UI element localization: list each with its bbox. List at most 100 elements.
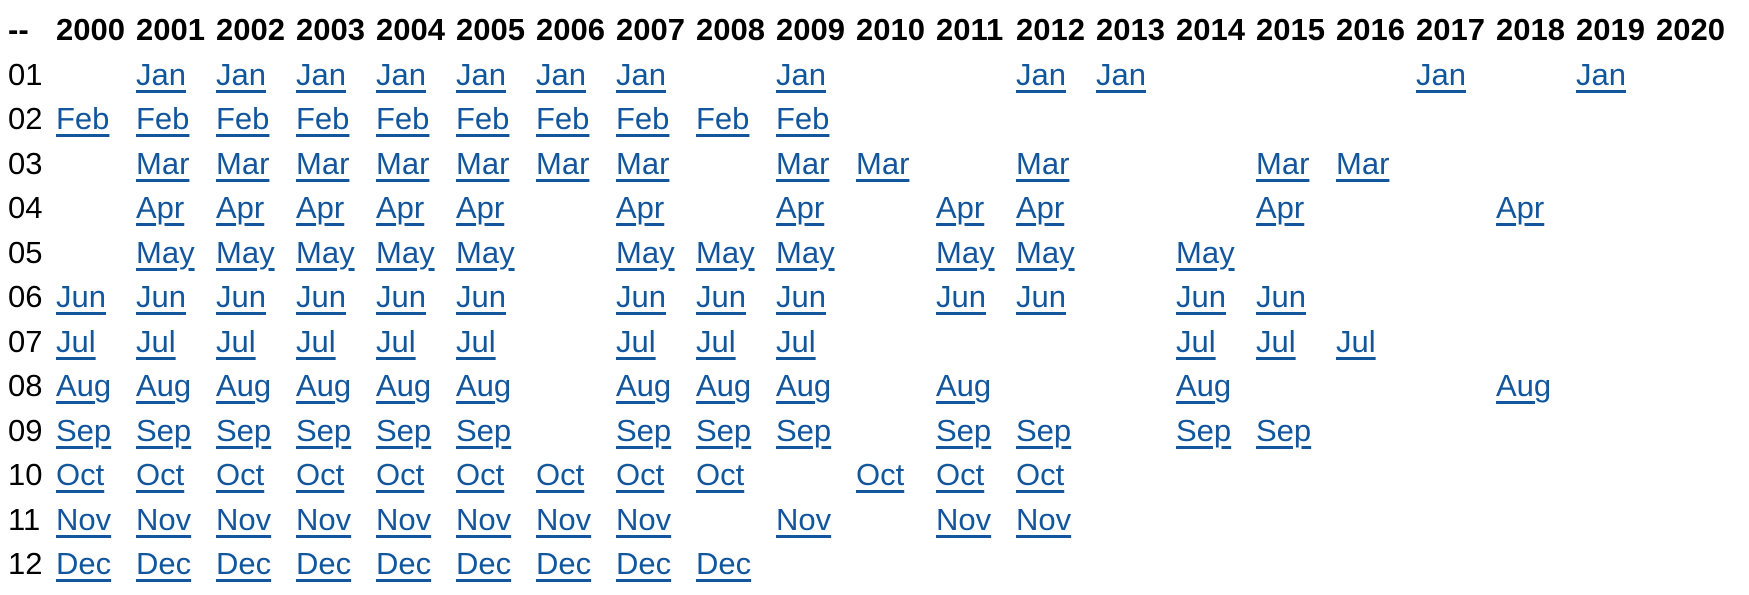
month-link-2002-mar[interactable]: Mar: [216, 145, 270, 181]
month-link-2009-aug[interactable]: Aug: [776, 368, 832, 403]
month-link-2013-jan[interactable]: Jan: [1096, 56, 1146, 92]
month-link-2011-jun[interactable]: Jun: [936, 279, 986, 314]
month-link-2003-dec[interactable]: Dec: [296, 546, 352, 581]
month-link-2001-nov[interactable]: Nov: [136, 501, 192, 537]
month-link-2005-sep[interactable]: Sep: [456, 412, 512, 448]
month-link-2004-jul[interactable]: Jul: [376, 323, 416, 359]
month-link-2005-may[interactable]: May: [456, 234, 515, 270]
month-link-2003-apr[interactable]: Apr: [296, 190, 345, 225]
month-link-2011-may[interactable]: May: [936, 234, 995, 270]
month-link-2012-oct[interactable]: Oct: [1016, 457, 1065, 492]
month-link-2007-jun[interactable]: Jun: [616, 279, 666, 314]
month-link-2012-nov[interactable]: Nov: [1016, 501, 1072, 537]
month-link-2003-nov[interactable]: Nov: [296, 501, 352, 537]
month-link-2004-jun[interactable]: Jun: [376, 279, 426, 314]
month-link-2003-mar[interactable]: Mar: [296, 145, 350, 181]
month-link-2004-nov[interactable]: Nov: [376, 501, 432, 537]
month-link-2005-dec[interactable]: Dec: [456, 546, 512, 581]
month-link-2005-apr[interactable]: Apr: [456, 190, 505, 225]
month-link-2005-aug[interactable]: Aug: [456, 368, 512, 403]
month-link-2000-oct[interactable]: Oct: [56, 457, 105, 492]
month-link-2003-jan[interactable]: Jan: [296, 56, 346, 92]
month-link-2012-may[interactable]: May: [1016, 234, 1075, 270]
month-link-2000-jul[interactable]: Jul: [56, 323, 96, 359]
month-link-2003-sep[interactable]: Sep: [296, 412, 352, 448]
month-link-2004-sep[interactable]: Sep: [376, 412, 432, 448]
month-link-2002-may[interactable]: May: [216, 234, 275, 270]
month-link-2006-nov[interactable]: Nov: [536, 501, 592, 537]
month-link-2009-jan[interactable]: Jan: [776, 56, 826, 92]
month-link-2005-nov[interactable]: Nov: [456, 501, 512, 537]
month-link-2012-apr[interactable]: Apr: [1016, 190, 1065, 225]
month-link-2005-oct[interactable]: Oct: [456, 457, 505, 492]
month-link-2005-jul[interactable]: Jul: [456, 323, 496, 359]
month-link-2007-may[interactable]: May: [616, 234, 675, 270]
month-link-2005-mar[interactable]: Mar: [456, 145, 510, 181]
month-link-2001-feb[interactable]: Feb: [136, 101, 190, 136]
month-link-2001-jul[interactable]: Jul: [136, 323, 176, 359]
month-link-2007-feb[interactable]: Feb: [616, 101, 670, 136]
month-link-2003-jul[interactable]: Jul: [296, 323, 336, 359]
month-link-2009-jun[interactable]: Jun: [776, 279, 826, 314]
month-link-2009-nov[interactable]: Nov: [776, 501, 832, 537]
month-link-2008-sep[interactable]: Sep: [696, 412, 752, 448]
month-link-2000-dec[interactable]: Dec: [56, 546, 112, 581]
month-link-2007-oct[interactable]: Oct: [616, 457, 665, 492]
month-link-2001-jun[interactable]: Jun: [136, 279, 186, 314]
month-link-2002-oct[interactable]: Oct: [216, 457, 265, 492]
month-link-2008-jun[interactable]: Jun: [696, 279, 746, 314]
month-link-2006-dec[interactable]: Dec: [536, 546, 592, 581]
month-link-2005-jun[interactable]: Jun: [456, 279, 506, 314]
month-link-2007-dec[interactable]: Dec: [616, 546, 672, 581]
month-link-2002-aug[interactable]: Aug: [216, 368, 272, 403]
month-link-2008-jul[interactable]: Jul: [696, 323, 736, 359]
month-link-2004-oct[interactable]: Oct: [376, 457, 425, 492]
month-link-2012-jan[interactable]: Jan: [1016, 56, 1066, 92]
month-link-2003-aug[interactable]: Aug: [296, 368, 352, 403]
month-link-2018-aug[interactable]: Aug: [1496, 368, 1552, 403]
month-link-2001-oct[interactable]: Oct: [136, 457, 185, 492]
month-link-2012-sep[interactable]: Sep: [1016, 412, 1072, 448]
month-link-2007-jul[interactable]: Jul: [616, 323, 656, 359]
month-link-2010-oct[interactable]: Oct: [856, 457, 905, 492]
month-link-2014-jun[interactable]: Jun: [1176, 279, 1226, 314]
month-link-2000-nov[interactable]: Nov: [56, 501, 112, 537]
month-link-2002-jun[interactable]: Jun: [216, 279, 266, 314]
month-link-2000-jun[interactable]: Jun: [56, 279, 106, 314]
month-link-2007-jan[interactable]: Jan: [616, 56, 666, 92]
month-link-2016-mar[interactable]: Mar: [1336, 145, 1390, 181]
month-link-2001-jan[interactable]: Jan: [136, 56, 186, 92]
month-link-2003-oct[interactable]: Oct: [296, 457, 345, 492]
month-link-2010-mar[interactable]: Mar: [856, 145, 910, 181]
month-link-2009-mar[interactable]: Mar: [776, 145, 830, 181]
month-link-2012-mar[interactable]: Mar: [1016, 145, 1070, 181]
month-link-2009-may[interactable]: May: [776, 234, 835, 270]
month-link-2004-mar[interactable]: Mar: [376, 145, 430, 181]
month-link-2019-jan[interactable]: Jan: [1576, 56, 1626, 92]
month-link-2000-sep[interactable]: Sep: [56, 412, 112, 448]
month-link-2015-apr[interactable]: Apr: [1256, 190, 1305, 225]
month-link-2001-sep[interactable]: Sep: [136, 412, 192, 448]
month-link-2011-nov[interactable]: Nov: [936, 501, 992, 537]
month-link-2008-aug[interactable]: Aug: [696, 368, 752, 403]
month-link-2006-oct[interactable]: Oct: [536, 457, 585, 492]
month-link-2017-jan[interactable]: Jan: [1416, 56, 1466, 92]
month-link-2001-aug[interactable]: Aug: [136, 368, 192, 403]
month-link-2008-feb[interactable]: Feb: [696, 101, 750, 136]
month-link-2002-sep[interactable]: Sep: [216, 412, 272, 448]
month-link-2011-sep[interactable]: Sep: [936, 412, 992, 448]
month-link-2014-may[interactable]: May: [1176, 234, 1235, 270]
month-link-2000-feb[interactable]: Feb: [56, 101, 110, 136]
month-link-2006-jan[interactable]: Jan: [536, 56, 586, 92]
month-link-2002-dec[interactable]: Dec: [216, 546, 272, 581]
month-link-2004-feb[interactable]: Feb: [376, 101, 430, 136]
month-link-2015-jun[interactable]: Jun: [1256, 279, 1306, 314]
month-link-2007-apr[interactable]: Apr: [616, 190, 665, 225]
month-link-2001-apr[interactable]: Apr: [136, 190, 185, 225]
month-link-2008-dec[interactable]: Dec: [696, 546, 752, 581]
month-link-2011-apr[interactable]: Apr: [936, 190, 985, 225]
month-link-2004-jan[interactable]: Jan: [376, 56, 426, 92]
month-link-2006-feb[interactable]: Feb: [536, 101, 590, 136]
month-link-2002-jul[interactable]: Jul: [216, 323, 256, 359]
month-link-2004-dec[interactable]: Dec: [376, 546, 432, 581]
